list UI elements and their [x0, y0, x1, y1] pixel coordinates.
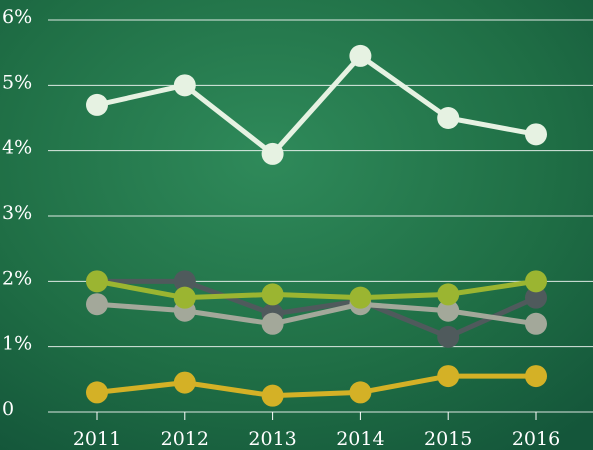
data-point	[174, 74, 196, 96]
data-point	[349, 45, 371, 67]
data-point	[437, 107, 459, 129]
y-tick-label: 2%	[2, 267, 32, 289]
data-point	[437, 365, 459, 387]
data-point	[437, 326, 459, 348]
page: 01%2%3%4%5%6%201120122013201420152016 ((…	[0, 0, 593, 450]
data-point	[86, 293, 108, 315]
data-point	[86, 94, 108, 116]
data-point	[174, 372, 196, 394]
data-point	[437, 283, 459, 305]
x-tick-label: 2011	[73, 428, 121, 450]
data-point	[349, 381, 371, 403]
y-tick-label: 0	[2, 398, 14, 420]
x-tick-label: 2013	[248, 428, 296, 450]
data-point	[525, 123, 547, 145]
y-tick-label: 5%	[2, 71, 32, 93]
x-tick-label: 2012	[161, 428, 209, 450]
data-point	[86, 381, 108, 403]
data-point	[86, 270, 108, 292]
data-point	[262, 313, 284, 335]
chart: 0 1% 2% 3% 4% 5% 6% 2011 2012 2013 2014 2015 2016	[0, 0, 593, 450]
background	[0, 0, 593, 450]
x-tick-label: 2015	[424, 428, 472, 450]
y-tick-label: 3%	[2, 202, 32, 224]
y-tick-label: 1%	[2, 333, 32, 355]
data-point	[525, 270, 547, 292]
y-tick-label: 6%	[2, 6, 32, 28]
data-point	[262, 385, 284, 407]
x-tick-label: 2014	[336, 428, 384, 450]
data-point	[262, 283, 284, 305]
data-point	[525, 365, 547, 387]
data-point	[349, 287, 371, 309]
y-tick-label: 4%	[2, 137, 32, 159]
data-point	[262, 143, 284, 165]
data-point	[174, 287, 196, 309]
data-point	[525, 313, 547, 335]
x-tick-label: 2016	[512, 428, 560, 450]
